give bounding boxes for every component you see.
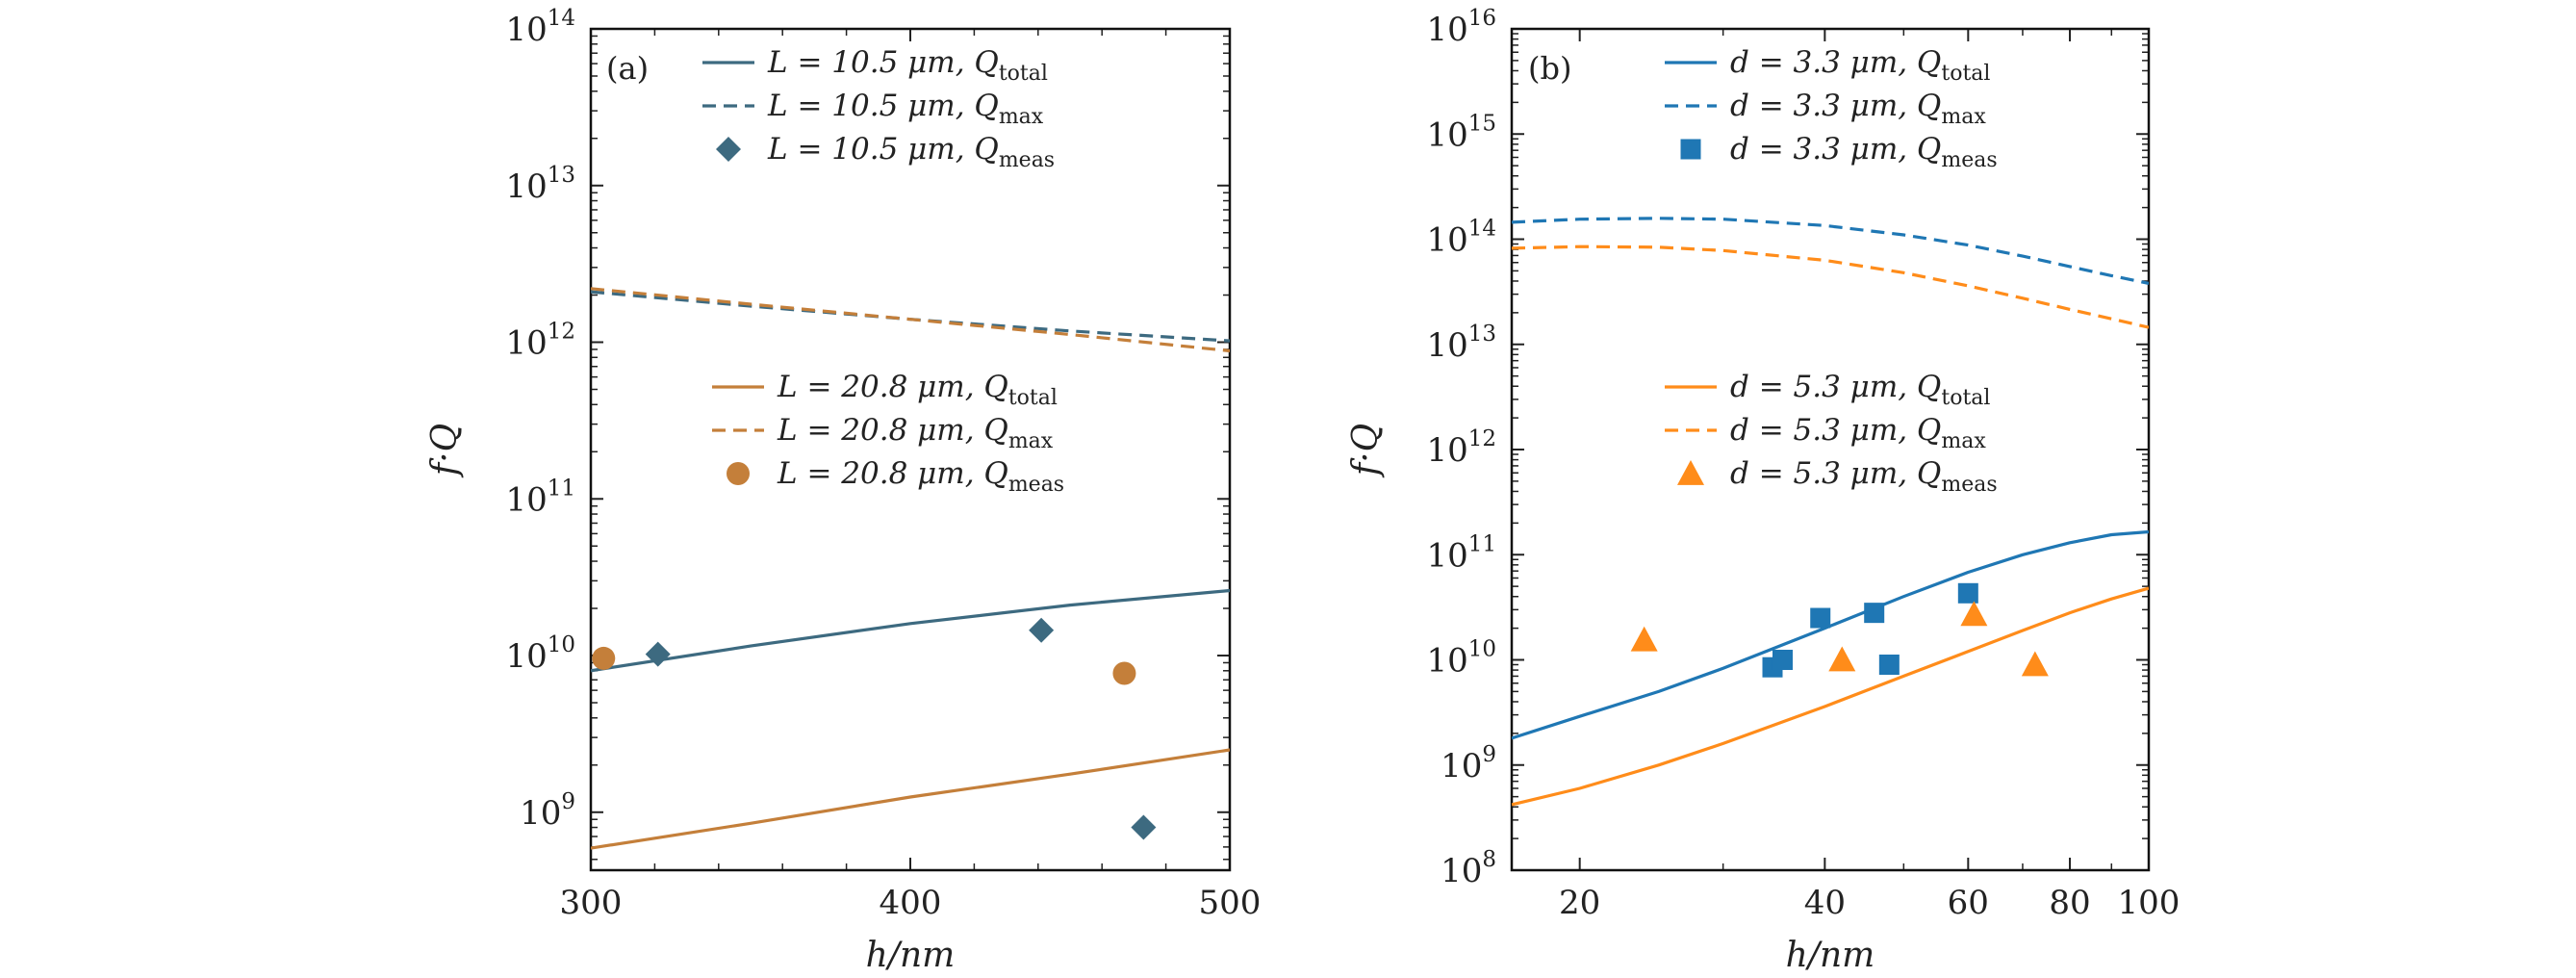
series-1-2-point <box>1864 603 1885 624</box>
legend-label: d = 3.3 μm, Qtotal <box>1730 45 1990 86</box>
series-1-0-line <box>1512 529 2149 740</box>
series-1-2-point <box>1878 654 1900 675</box>
plot-frame <box>589 27 1232 872</box>
plot-panel-a: 109 1010 1011 1012 1013 1014 300 400 500 h/nm f·Q (… <box>425 6 1261 975</box>
legend-label: d = 5.3 μm, Qmeas <box>1730 456 1998 497</box>
x-tick-label: 400 <box>880 884 942 922</box>
y-tick-label: 1011 <box>1426 531 1496 575</box>
series-1-3-line <box>1512 586 2149 807</box>
x-tick-label: 100 <box>2118 884 2181 922</box>
legend-label: d = 5.3 μm, Qmax <box>1730 413 1986 453</box>
y-tick-label: 1016 <box>1426 6 1496 49</box>
plot-area <box>591 287 1230 850</box>
x-tick-label: 300 <box>560 884 623 922</box>
panel-label: (a) <box>606 50 649 87</box>
series-1-4-line <box>1512 244 2149 329</box>
legend-handle-marker <box>716 137 741 162</box>
y-tick-label: 109 <box>1441 742 1496 785</box>
x-axis-label: h/nm <box>1786 936 1875 975</box>
y-axis-label: f·Q <box>1346 424 1386 478</box>
y-tick-label: 1014 <box>505 6 575 49</box>
plot-area <box>1512 217 2149 807</box>
series-1-2-point <box>1772 650 1793 670</box>
legend-label: L = 10.5 μm, Qmax <box>767 89 1044 129</box>
y-tick-label: 1011 <box>505 476 575 519</box>
legend-label: L = 20.8 μm, Qmax <box>777 413 1054 453</box>
y-tick-label: 1010 <box>505 632 575 676</box>
x-tick-label: 40 <box>1804 884 1846 922</box>
legend-label: L = 10.5 μm, Qtotal <box>767 45 1048 86</box>
x-tick-label: 80 <box>2049 884 2090 922</box>
y-tick-label: 1015 <box>1426 111 1496 154</box>
y-axis-label: f·Q <box>425 424 465 478</box>
series-1-5-point <box>1828 646 1856 672</box>
legend-label: L = 20.8 μm, Qmeas <box>777 456 1064 497</box>
legend-handle-marker <box>727 462 750 485</box>
legend-handle-marker <box>1680 139 1701 160</box>
series-0-3-line <box>591 748 1230 850</box>
series-0-2-point <box>1131 814 1157 840</box>
x-tick-label: 500 <box>1199 884 1262 922</box>
x-tick-label: 20 <box>1559 884 1600 922</box>
x-tick-label: 60 <box>1948 884 1989 922</box>
panel-label: (b) <box>1528 50 1571 87</box>
series-0-0-line <box>591 588 1230 673</box>
y-tick-label: 1013 <box>505 163 575 206</box>
series-1-2-point <box>1957 582 1978 604</box>
series-1-1-line <box>1512 217 2149 285</box>
y-tick-label: 1012 <box>505 320 575 363</box>
series-0-4-line <box>591 287 1230 353</box>
y-tick-label: 1010 <box>1426 637 1496 681</box>
legend-label: L = 10.5 μm, Qmeas <box>767 132 1055 172</box>
legend-label: d = 5.3 μm, Qtotal <box>1730 370 1990 410</box>
series-1-5-point <box>2021 651 2049 677</box>
legend-label: d = 3.3 μm, Qmax <box>1730 89 1986 129</box>
x-axis-label: h/nm <box>866 936 956 975</box>
series-0-5-point <box>592 646 616 670</box>
series-1-5-point <box>1960 601 1988 627</box>
y-tick-label: 108 <box>1441 847 1496 890</box>
y-tick-label: 109 <box>520 789 575 833</box>
series-0-2-point <box>1029 617 1055 643</box>
y-tick-label: 1012 <box>1426 426 1496 470</box>
plot-panel-b: 108 109 1010 1011 1012 1013 1014 1015 1016 20 40 60… <box>1346 6 2180 975</box>
series-0-2-point <box>645 641 671 667</box>
legend-label: L = 20.8 μm, Qtotal <box>777 370 1058 410</box>
y-tick-label: 1013 <box>1426 322 1496 365</box>
y-tick-label: 1014 <box>1426 217 1496 260</box>
series-1-2-point <box>1810 607 1831 629</box>
legend-label: d = 3.3 μm, Qmeas <box>1730 132 1998 172</box>
legend-handle-marker <box>1677 460 1704 485</box>
series-0-5-point <box>1112 661 1136 685</box>
series-1-5-point <box>1630 626 1658 652</box>
plot-frame <box>1510 27 2151 872</box>
